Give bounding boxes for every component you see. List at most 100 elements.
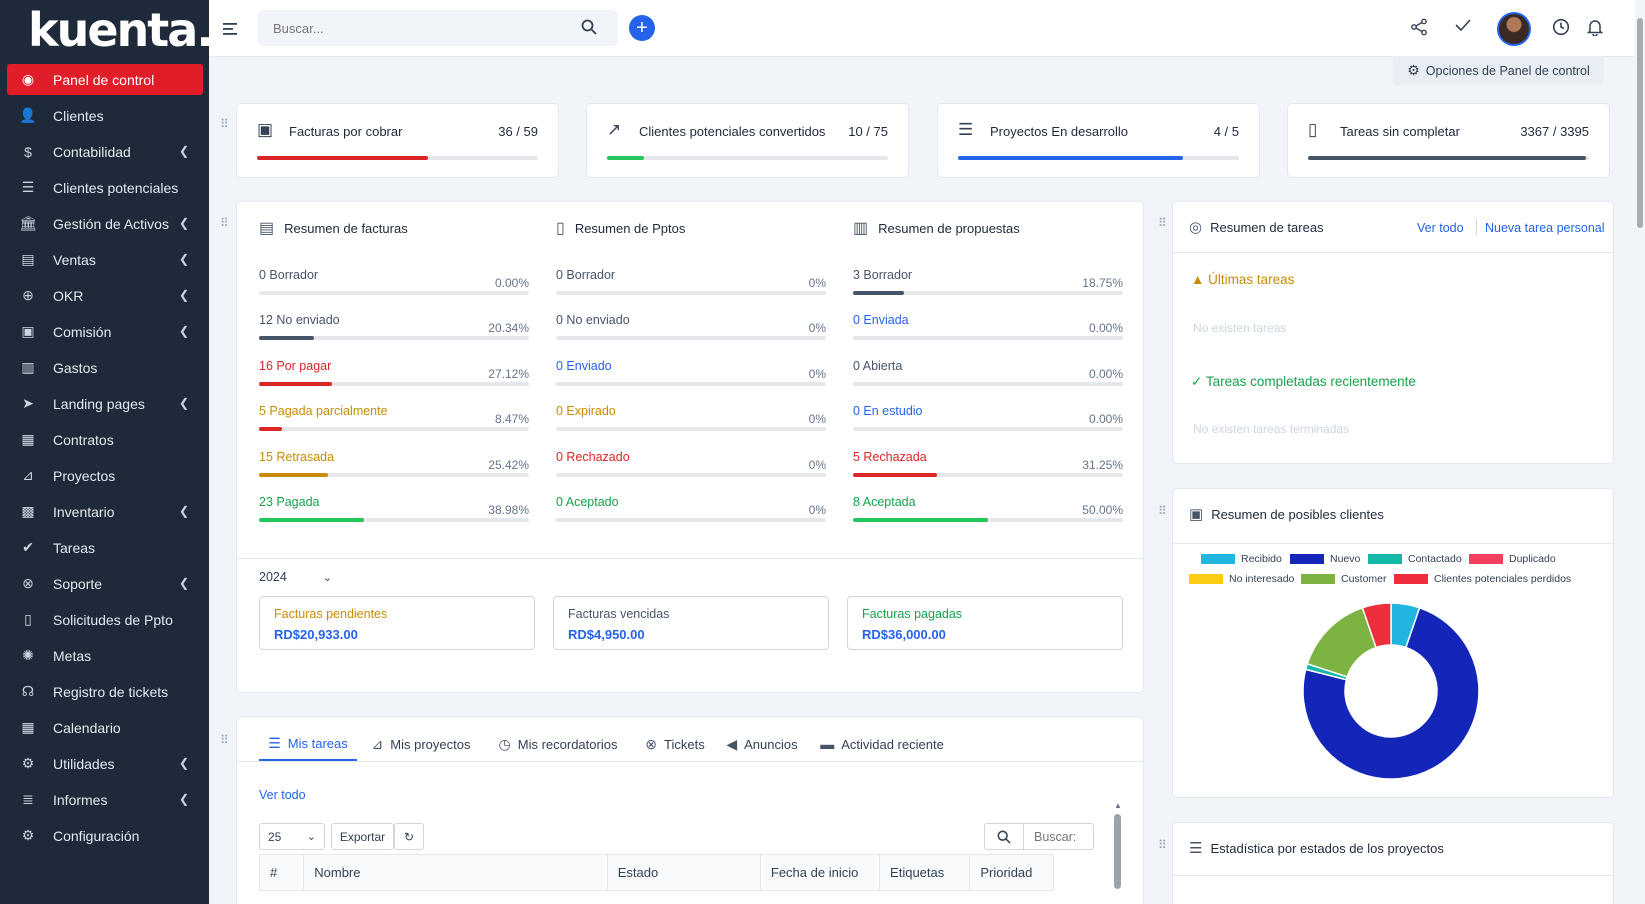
sidebar-item-16[interactable]: ✺ Metas bbox=[7, 640, 203, 671]
bell-icon[interactable] bbox=[1587, 18, 1603, 36]
tab-5[interactable]: ▬ Actividad reciente bbox=[814, 727, 950, 761]
sidebar-item-5[interactable]: ▤ Ventas ❮ bbox=[7, 244, 203, 275]
scroll-thumb[interactable] bbox=[1114, 814, 1121, 889]
table-header-cell[interactable]: Prioridad bbox=[969, 854, 1054, 891]
drag-handle-icon[interactable]: ⠿ bbox=[220, 117, 229, 131]
legend-item[interactable]: Clientes potenciales perdidos bbox=[1394, 573, 1571, 585]
summary-row[interactable]: 15 Retrasada 25.42% bbox=[259, 450, 529, 490]
drag-handle-icon[interactable]: ⠿ bbox=[1158, 504, 1167, 518]
stat-card-1[interactable]: ↗ Clientes potenciales convertidos 10 / 75 bbox=[586, 103, 909, 178]
table-header-cell[interactable]: # bbox=[258, 854, 305, 891]
summary-row[interactable]: 0 Enviada 0.00% bbox=[853, 313, 1123, 353]
sidebar-item-1[interactable]: 👤 Clientes bbox=[7, 100, 203, 131]
avatar[interactable] bbox=[1497, 12, 1531, 46]
sidebar-item-18[interactable]: ▦ Calendario bbox=[7, 712, 203, 743]
sidebar-item-2[interactable]: $ Contabilidad ❮ bbox=[7, 136, 203, 167]
export-button[interactable]: Exportar bbox=[331, 823, 394, 850]
legend-item[interactable]: Nuevo bbox=[1290, 553, 1360, 565]
table-header-cell[interactable]: Estado bbox=[606, 854, 761, 891]
search-icon[interactable] bbox=[581, 19, 597, 35]
summary-row[interactable]: 12 No enviado 20.34% bbox=[259, 313, 529, 353]
summary-row[interactable]: 0 En estudio 0.00% bbox=[853, 404, 1123, 444]
summary-row[interactable]: 8 Aceptada 50.00% bbox=[853, 495, 1123, 535]
summary-row[interactable]: 0 Borrador 0.00% bbox=[259, 268, 529, 308]
sidebar-item-0[interactable]: ◉ Panel de control bbox=[7, 64, 203, 95]
tab-3[interactable]: ⊗ Tickets bbox=[640, 727, 710, 761]
summary-row[interactable]: 0 Abierta 0.00% bbox=[853, 359, 1123, 399]
summary-row[interactable]: 23 Pagada 38.98% bbox=[259, 495, 529, 535]
sidebar-item-10[interactable]: ▦ Contratos bbox=[7, 424, 203, 455]
dashboard-options-button[interactable]: ⚙ Opciones de Panel de control bbox=[1393, 56, 1604, 85]
summary-row[interactable]: 3 Borrador 18.75% bbox=[853, 268, 1123, 308]
share-icon[interactable] bbox=[1410, 18, 1428, 36]
summary-row[interactable]: 16 Por pagar 27.12% bbox=[259, 359, 529, 399]
summary-row[interactable]: 5 Rechazada 31.25% bbox=[853, 450, 1123, 490]
stat-card-3[interactable]: ▯ Tareas sin completar 3367 / 3395 bbox=[1287, 103, 1610, 178]
drag-handle-icon[interactable]: ⠿ bbox=[220, 733, 229, 747]
donut-slice-6[interactable] bbox=[1361, 602, 1392, 649]
legend-item[interactable]: Recibido bbox=[1201, 553, 1282, 565]
invoice-total-box[interactable]: Facturas pagadas RD$36,000.00 bbox=[847, 596, 1123, 650]
sidebar-item-15[interactable]: ▯ Solicitudes de Ppto bbox=[7, 604, 203, 635]
page-scroll-thumb[interactable] bbox=[1637, 18, 1643, 228]
sidebar-item-8[interactable]: ▥ Gastos bbox=[7, 352, 203, 383]
summary-row[interactable]: 5 Pagada parcialmente 8.47% bbox=[259, 404, 529, 444]
tab-1[interactable]: ⊿ Mis proyectos bbox=[367, 727, 475, 761]
donut-slice-1[interactable] bbox=[1302, 606, 1480, 780]
summary-row[interactable]: 0 Enviado 0% bbox=[556, 359, 826, 399]
brand-logo[interactable]: kuenta. bbox=[28, 3, 214, 57]
sidebar-item-12[interactable]: ▩ Inventario ❮ bbox=[7, 496, 203, 527]
drag-handle-icon[interactable]: ⠿ bbox=[1158, 216, 1167, 230]
refresh-icon[interactable]: ↻ bbox=[394, 823, 424, 850]
sidebar-item-4[interactable]: 🏛 Gestión de Activos ❮ bbox=[7, 208, 203, 239]
summary-row[interactable]: 0 Expirado 0% bbox=[556, 404, 826, 444]
sidebar-item-21[interactable]: ⚙ Configuración bbox=[7, 820, 203, 851]
summary-row[interactable]: 0 Borrador 0% bbox=[556, 268, 826, 308]
sidebar-item-17[interactable]: ☊ Registro de tickets bbox=[7, 676, 203, 707]
legend-item[interactable]: No interesado bbox=[1189, 573, 1294, 585]
legend-item[interactable]: Contactado bbox=[1368, 553, 1462, 565]
sidebar-item-6[interactable]: ⊕ OKR ❮ bbox=[7, 280, 203, 311]
tab-0[interactable]: ☰ Mis tareas bbox=[259, 727, 357, 761]
table-header-cell[interactable]: Fecha de inicio bbox=[759, 854, 881, 891]
summary-row[interactable]: 0 No enviado 0% bbox=[556, 313, 826, 353]
add-icon[interactable]: + bbox=[629, 15, 655, 41]
sidebar-item-11[interactable]: ⊿ Proyectos bbox=[7, 460, 203, 491]
sidebar-item-9[interactable]: ➤ Landing pages ❮ bbox=[7, 388, 203, 419]
clock-icon[interactable] bbox=[1552, 18, 1570, 36]
scroll-up-icon[interactable]: ▲ bbox=[1114, 801, 1122, 810]
table-header-cell[interactable]: Nombre bbox=[303, 854, 608, 891]
invoice-total-box[interactable]: Facturas pendientes RD$20,933.00 bbox=[259, 596, 535, 650]
table-scrollbar[interactable]: ▲ bbox=[1114, 801, 1122, 901]
tab-2[interactable]: ◷ Mis recordatorios bbox=[487, 727, 629, 761]
year-select[interactable]: 2024 ⌄ bbox=[259, 570, 332, 584]
summary-row-percent: 0.00% bbox=[1088, 412, 1123, 426]
sidebar-item-19[interactable]: ⚙ Utilidades ❮ bbox=[7, 748, 203, 779]
stat-card-0[interactable]: ▣ Facturas por cobrar 36 / 59 bbox=[236, 103, 559, 178]
stat-card-2[interactable]: ☰ Proyectos En desarrollo 4 / 5 bbox=[937, 103, 1260, 178]
sidebar-item-13[interactable]: ✔ Tareas bbox=[7, 532, 203, 563]
invoice-total-box[interactable]: Facturas vencidas RD$4,950.00 bbox=[553, 596, 829, 650]
legend-item[interactable]: Duplicado bbox=[1469, 553, 1556, 565]
drag-handle-icon[interactable]: ⠿ bbox=[1158, 838, 1167, 852]
tab-4[interactable]: ◀ Anuncios bbox=[722, 727, 802, 761]
menu-toggle-icon[interactable] bbox=[219, 18, 241, 40]
page-size-select[interactable]: 25 ⌄ bbox=[259, 823, 325, 850]
table-search-input[interactable] bbox=[1024, 823, 1094, 850]
drag-handle-icon[interactable]: ⠿ bbox=[220, 216, 229, 230]
page-scrollbar[interactable] bbox=[1635, 0, 1645, 904]
search-input[interactable] bbox=[259, 11, 559, 45]
sidebar-item-14[interactable]: ⊗ Soporte ❮ bbox=[7, 568, 203, 599]
tasks-view-all-link[interactable]: Ver todo bbox=[259, 788, 306, 802]
table-header-cell[interactable]: Etiquetas bbox=[879, 854, 971, 891]
view-all-link[interactable]: Ver todo bbox=[1417, 221, 1464, 235]
sidebar-item-20[interactable]: ≣ Informes ❮ bbox=[7, 784, 203, 815]
check-icon[interactable] bbox=[1455, 18, 1471, 32]
new-personal-task-link[interactable]: Nueva tarea personal bbox=[1485, 221, 1605, 235]
legend-item[interactable]: Customer bbox=[1301, 573, 1387, 585]
sidebar-item-3[interactable]: ☰ Clientes potenciales bbox=[7, 172, 203, 203]
summary-row[interactable]: 0 Aceptado 0% bbox=[556, 495, 826, 535]
sidebar-item-7[interactable]: ▣ Comisión ❮ bbox=[7, 316, 203, 347]
summary-row[interactable]: 0 Rechazado 0% bbox=[556, 450, 826, 490]
table-search-icon[interactable] bbox=[984, 823, 1024, 850]
